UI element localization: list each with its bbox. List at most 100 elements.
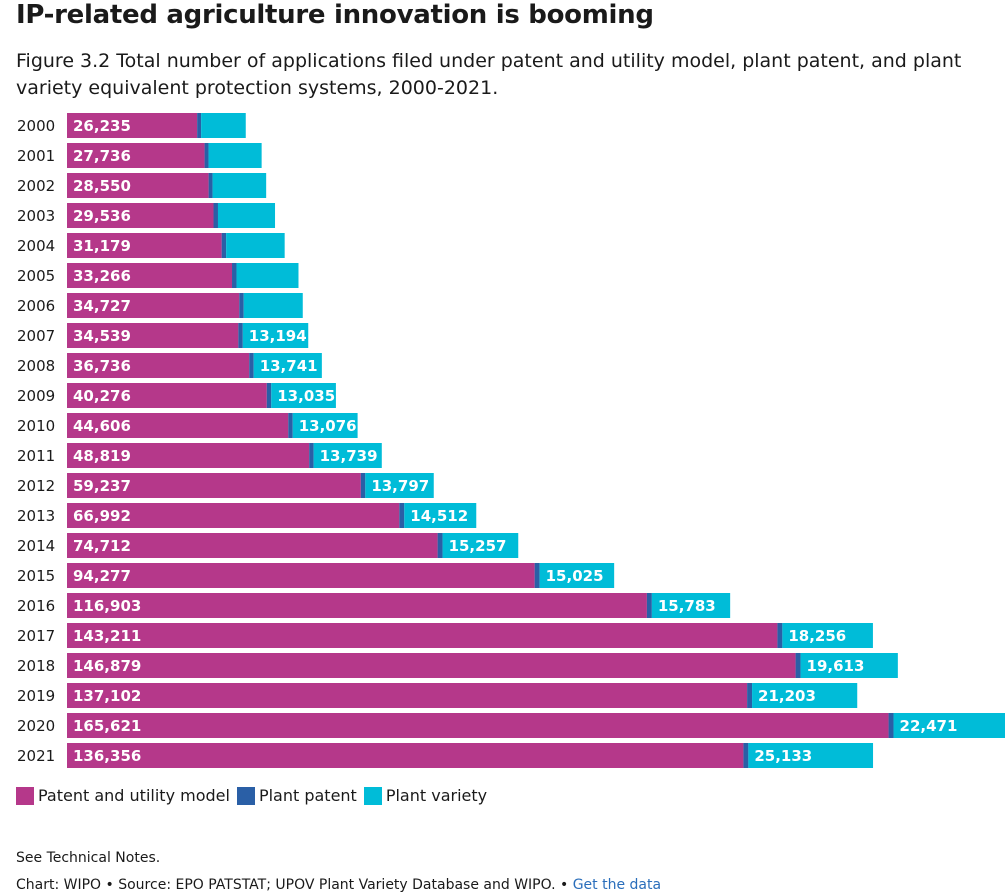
legend-item-plant-variety: Plant variety [363,786,488,805]
bar-segment-plant-variety [442,533,519,558]
bar-segment-patent [67,713,889,738]
data-label-patent: 165,621 [73,717,141,735]
bar-segment-plant-patent [204,143,209,168]
bar-segment-plant-patent [360,473,366,498]
data-label-patent: 66,992 [73,507,131,525]
data-label-patent: 31,179 [73,237,131,255]
bar-segment-patent [67,503,400,528]
get-the-data-link[interactable]: Get the data [572,877,662,893]
chart-legend: Patent and utility model Plant patent Pl… [16,786,494,805]
year-label: 2009 [17,387,55,405]
data-label-patent: 26,235 [73,117,131,135]
data-label-patent: 143,211 [73,627,141,645]
data-label-patent: 94,277 [73,567,131,585]
year-label: 2021 [17,747,55,765]
bar-segment-plant-patent [309,443,314,468]
bar-segment-plant-variety [365,473,434,498]
bar-segment-plant-variety [242,323,309,348]
bar-segment-patent [67,413,289,438]
chart-subtitle: Figure 3.2 Total number of applications … [16,50,962,99]
source-text: Chart: WIPO • Source: EPO PATSTAT; UPOV … [16,877,569,893]
year-label: 2006 [17,297,55,315]
bar-segment-plant-patent [646,593,652,618]
bar-segment-plant-patent [249,353,254,378]
bar-segment-plant-variety [226,233,285,258]
bar-segment-patent [67,683,748,708]
bar-segment-patent [67,533,438,558]
data-label-patent: 34,727 [73,297,131,315]
bar-segment-patent [67,443,310,468]
bar-segment-plant-variety [208,143,262,168]
year-label: 2000 [17,117,55,135]
bar-segment-plant-patent [747,683,753,708]
bar-segment-plant-variety [243,293,303,318]
bar-segment-patent [67,563,535,588]
data-label-plant-variety: 13,739 [320,447,378,465]
data-label-patent: 33,266 [73,267,131,285]
data-label-plant-variety: 15,025 [546,567,604,585]
legend-item-patent: Patent and utility model [16,786,230,805]
data-label-patent: 59,237 [73,477,131,495]
year-label: 2017 [17,627,55,645]
bar-segment-plant-patent [221,233,227,258]
data-label-plant-variety: 13,741 [260,357,318,375]
legend-item-plant-patent: Plant patent [236,786,357,805]
source-line: Chart: WIPO • Source: EPO PATSTAT; UPOV … [16,877,661,893]
year-label: 2003 [17,207,55,225]
data-label-patent: 27,736 [73,147,131,165]
year-label: 2012 [17,477,55,495]
bar-segment-plant-variety [404,503,477,528]
year-label: 2002 [17,177,55,195]
technical-notes: See Technical Notes. [16,850,161,866]
bar-segment-plant-variety [271,383,336,408]
legend-label-patent: Patent and utility model [38,786,230,805]
bar-segment-patent [67,653,796,678]
bar-segment-patent [67,143,205,168]
bar-segment-patent [67,743,744,768]
data-label-plant-variety: 22,471 [900,717,958,735]
legend-label-plant-patent: Plant patent [258,786,357,805]
bar-segment-plant-patent [232,263,237,288]
year-label: 2008 [17,357,55,375]
bar-segment-plant-variety [752,683,858,708]
data-label-patent: 74,712 [73,537,131,555]
bar-segment-plant-patent [777,623,783,648]
bar-segment-plant-patent [197,113,202,138]
bar-segment-patent [67,593,647,618]
data-label-patent: 137,102 [73,687,141,705]
year-label: 2019 [17,687,55,705]
bar-segment-plant-variety [292,413,358,438]
bar-segment-plant-patent [399,503,405,528]
bar-segment-plant-patent [239,293,244,318]
bar-segment-plant-variety [782,623,873,648]
chart-title: IP-related agriculture innovation is boo… [16,0,654,30]
bar-segment-plant-variety [539,563,615,588]
bar-segment-plant-variety [313,443,382,468]
bar-segment-plant-patent [795,653,801,678]
year-label: 2004 [17,237,55,255]
bar-segment-patent [67,233,222,258]
legend-swatch-patent [16,786,34,805]
bar-segment-plant-patent [534,563,540,588]
bar-segment-patent [67,383,267,408]
bar-segment-patent [67,113,198,138]
bar-segment-patent [67,323,239,348]
bar-segment-plant-variety [253,353,322,378]
year-label: 2016 [17,597,55,615]
bar-segment-plant-patent [288,413,293,438]
data-label-plant-variety: 15,783 [658,597,716,615]
bar-segment-plant-patent [238,323,243,348]
year-label: 2015 [17,567,55,585]
bar-segment-plant-patent [743,743,749,768]
bar-segment-plant-variety [893,713,1005,738]
bar-segment-patent [67,203,214,228]
data-label-patent: 40,276 [73,387,131,405]
bar-segment-plant-variety [800,653,898,678]
data-label-patent: 29,536 [73,207,131,225]
data-label-patent: 48,819 [73,447,131,465]
year-label: 2001 [17,147,55,165]
data-label-patent: 136,356 [73,747,141,765]
bar-segment-patent [67,173,209,198]
legend-label-plant-variety: Plant variety [385,786,488,805]
bar-segment-plant-patent [437,533,443,558]
